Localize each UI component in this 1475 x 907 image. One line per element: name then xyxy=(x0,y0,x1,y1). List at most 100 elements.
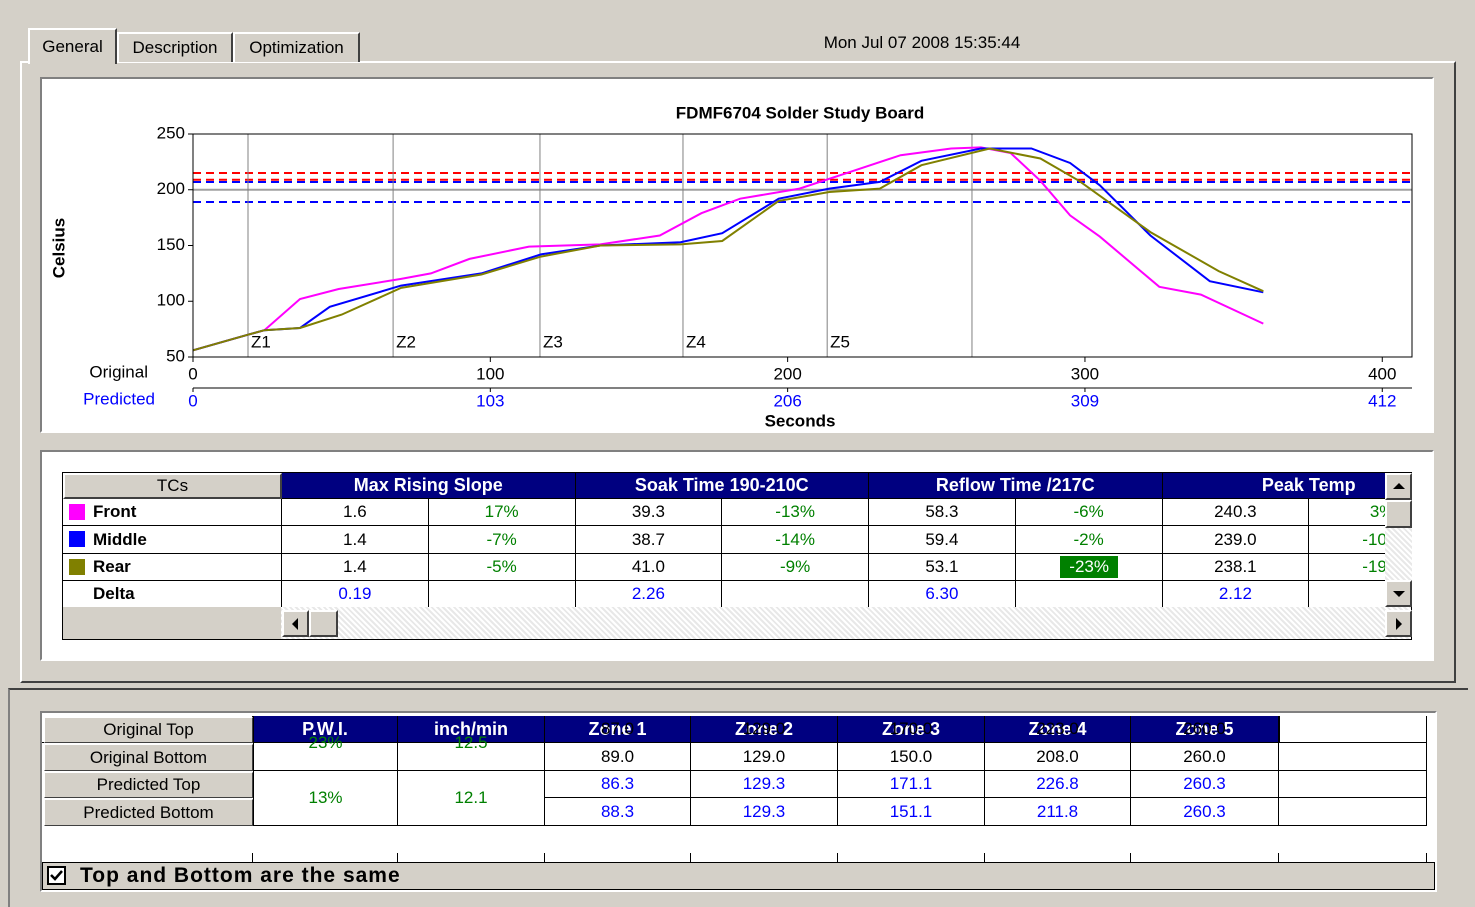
scroll-left[interactable] xyxy=(282,610,309,637)
zone-cell: 226.8 xyxy=(985,771,1131,798)
v-scroll-thumb[interactable] xyxy=(1385,500,1412,528)
series-line xyxy=(192,147,1264,352)
grid-stub xyxy=(397,853,398,862)
tab[interactable]: Description xyxy=(117,32,233,62)
pwi-cell: 23% xyxy=(253,716,398,771)
y-tick-label: 150 xyxy=(157,235,185,254)
data-cell: -13% xyxy=(722,499,869,526)
tab[interactable]: General xyxy=(28,28,117,64)
speed-cell: 12.5 xyxy=(398,716,545,771)
zone-header: Zone 1 xyxy=(545,716,691,743)
arrow-glyph xyxy=(1393,483,1405,489)
column-header: Reflow Time /217C xyxy=(869,473,1163,499)
zone-cell: 211.8 xyxy=(985,798,1131,826)
swatch xyxy=(69,504,85,520)
column-header: Soak Time 190-210C xyxy=(575,473,869,499)
delta-cell: 2.12 xyxy=(1163,581,1310,607)
x-tick-label: 300 xyxy=(1071,364,1099,383)
arrow-glyph xyxy=(1396,618,1402,630)
scroll-right[interactable] xyxy=(1385,610,1412,637)
grid-stub xyxy=(1426,853,1427,862)
empty-cell xyxy=(722,581,869,607)
checkbox[interactable] xyxy=(47,866,66,885)
swatch xyxy=(69,531,85,547)
timestamp: Mon Jul 07 2008 15:35:44 xyxy=(823,33,1021,52)
zone-header: P.W.I. xyxy=(253,716,398,743)
y-axis-label: Celsius xyxy=(49,218,68,278)
zone-label: Z2 xyxy=(396,332,416,351)
zone-cell: 129.0 xyxy=(691,716,838,743)
original-axis-label: Original xyxy=(89,362,148,381)
data-cell: -6% xyxy=(1015,499,1163,526)
grid-stub xyxy=(690,853,691,862)
data-cell: 240.3 xyxy=(1162,499,1310,526)
empty-cell xyxy=(1279,716,1427,743)
x2-tick-label: 103 xyxy=(476,391,504,410)
delta-cell: 6.30 xyxy=(869,581,1016,607)
x-tick-label: 400 xyxy=(1368,364,1396,383)
bottom-panel xyxy=(8,688,1468,907)
pwi-cell: 13% xyxy=(253,771,398,826)
highlighted-value: -23% xyxy=(1060,556,1119,578)
data-cell: 41.0 xyxy=(575,554,723,581)
zone-cell: 87.0 xyxy=(545,716,691,743)
zone-cell: 260.0 xyxy=(1131,743,1279,771)
grid-stub xyxy=(1278,853,1279,862)
data-cell: 17% xyxy=(428,499,576,526)
checkbox-row xyxy=(42,862,1435,890)
empty-cell xyxy=(1279,743,1427,771)
data-cell: 53.1 xyxy=(869,554,1016,581)
empty-cell xyxy=(1016,581,1163,607)
tab[interactable]: Optimization xyxy=(233,32,360,62)
empty-cell xyxy=(1279,798,1427,826)
row-label: Delta xyxy=(63,581,282,607)
data-cell: 59.4 xyxy=(869,526,1016,554)
chart: FDMF6704 Solder Study Board Celsius Seco… xyxy=(49,103,1413,430)
column-header: Max Rising Slope xyxy=(282,473,576,499)
data-cell: 58.3 xyxy=(869,499,1016,526)
data-cell: -5% xyxy=(428,554,576,581)
scroll-up[interactable] xyxy=(1385,473,1412,500)
zone-cell: 208.0 xyxy=(985,743,1131,771)
row-name: Middle xyxy=(93,529,147,549)
data-cell: 239.0 xyxy=(1162,526,1310,554)
zone-cell: 86.3 xyxy=(545,771,691,798)
y-tick-label: 250 xyxy=(157,123,185,142)
grid-stub xyxy=(252,853,253,862)
x2-tick-label: 206 xyxy=(773,391,801,410)
series-line xyxy=(192,146,1264,352)
delta-cell: 2.26 xyxy=(576,581,723,607)
x-tick-label: 200 xyxy=(773,364,801,383)
row-label: Original Top xyxy=(44,717,253,743)
zone-cell: 129.3 xyxy=(691,798,838,826)
grid-stub xyxy=(1130,853,1131,862)
chart-box xyxy=(40,77,1434,433)
row-name: Rear xyxy=(93,557,131,576)
arrow-glyph xyxy=(292,618,298,630)
h-scroll-track[interactable] xyxy=(281,607,1412,640)
x2-tick-label: 0 xyxy=(188,391,197,410)
zone-cell: 129.3 xyxy=(691,771,838,798)
y-tick-label: 100 xyxy=(157,291,185,310)
zone-cell: 223.0 xyxy=(985,716,1131,743)
x2-tick-label: 309 xyxy=(1071,391,1099,410)
row-label: Predicted Bottom xyxy=(44,799,253,826)
x-tick-label: 100 xyxy=(476,364,504,383)
h-scroll-corner xyxy=(62,607,281,640)
x-tick-label: 0 xyxy=(188,364,197,383)
zone-header: Zone 4 xyxy=(985,716,1131,743)
x2-tick-label: 412 xyxy=(1368,391,1396,410)
scroll-down[interactable] xyxy=(1385,580,1412,607)
row-name: Front xyxy=(93,502,137,521)
data-cell: -19% xyxy=(1309,554,1385,581)
swatch xyxy=(69,559,85,575)
h-scroll-thumb[interactable] xyxy=(309,610,338,637)
x-axis-label: Seconds xyxy=(765,411,836,430)
checkbox-label[interactable]: Top and Bottom are the same xyxy=(80,864,401,887)
data-cell: -2% xyxy=(1015,526,1163,554)
data-cell: 38.7 xyxy=(575,526,723,554)
zone-label: Z5 xyxy=(830,332,850,351)
y-tick-label: 50 xyxy=(166,346,185,365)
chart-title: FDMF6704 Solder Study Board xyxy=(676,103,924,122)
zone-label: Z3 xyxy=(543,332,563,351)
